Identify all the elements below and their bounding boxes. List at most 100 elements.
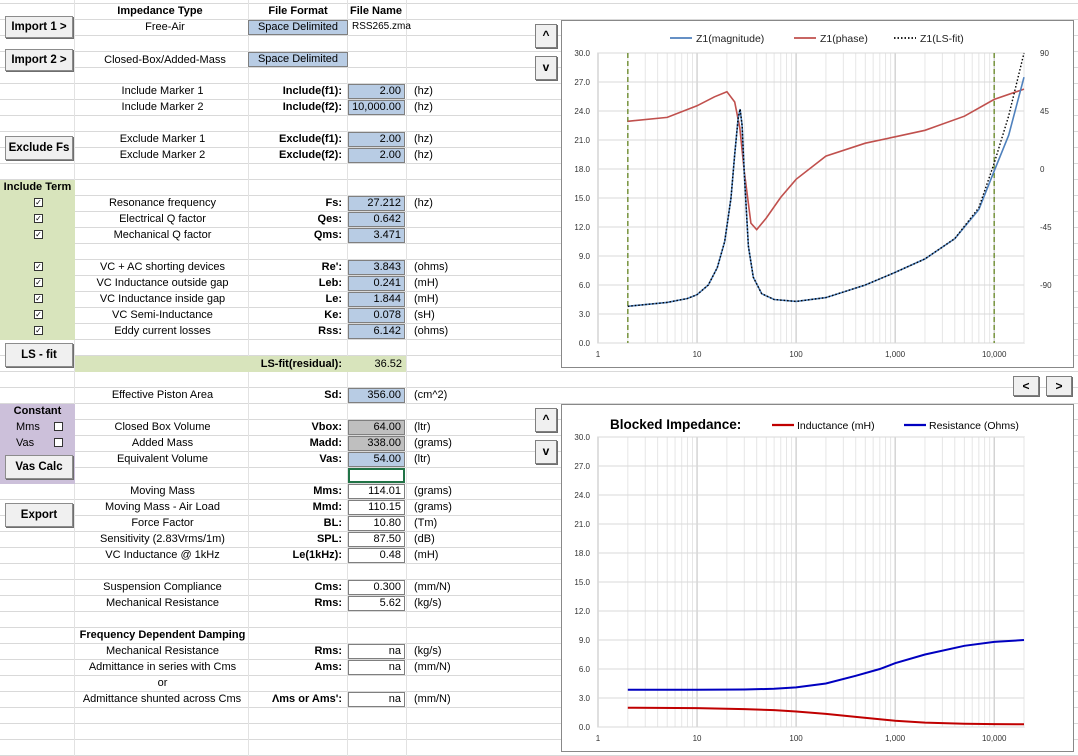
mmd-label: Moving Mass - Air Load [105, 501, 220, 513]
madd-field[interactable]: 338.00 [348, 436, 405, 451]
export-button[interactable]: Export [5, 503, 73, 527]
chart1-down-button[interactable]: v [535, 56, 557, 80]
fs-field[interactable]: 27.212 [348, 196, 405, 211]
y-tick-label: 18.0 [574, 165, 590, 174]
import-1-format[interactable]: Space Delimited [248, 20, 348, 35]
exclude-f1-field[interactable]: 2.00 [348, 132, 405, 147]
ke-field[interactable]: 0.078 [348, 308, 405, 323]
bl-label: Force Factor [131, 517, 194, 529]
prev-button[interactable]: < [1013, 376, 1039, 396]
y-tick-label: 3.0 [579, 310, 591, 319]
header-impedance-type: Impedance Type [117, 5, 203, 17]
leb-field[interactable]: 0.241 [348, 276, 405, 291]
rss-key: Rss: [318, 325, 342, 337]
impedance-chart-svg: 0.0 3.0 6.0 9.0 12.0 15.0 18.0 21.0 24.0 27.0 30.0… [574, 33, 1052, 359]
ls-fit-button[interactable]: LS - fit [5, 343, 73, 367]
le-field[interactable]: 1.844 [348, 292, 405, 307]
exclude-fs-button[interactable]: Exclude Fs [5, 136, 73, 160]
madd-unit: (grams) [414, 437, 452, 449]
vas-field[interactable]: 54.00 [348, 452, 405, 467]
re-field[interactable]: 3.843 [348, 260, 405, 275]
le1k-field[interactable]: 0.48 [348, 548, 405, 563]
rss-unit: (ohms) [414, 325, 449, 337]
import-2-format[interactable]: Space Delimited [248, 52, 348, 67]
le-checkbox[interactable]: ✓ [34, 294, 43, 303]
chart2-down-button[interactable]: v [535, 440, 557, 464]
fdd-ams-shunt-field[interactable]: na [348, 692, 405, 707]
fdd-ams-field[interactable]: na [348, 660, 405, 675]
le-label: VC Inductance inside gap [99, 293, 226, 305]
sd-field[interactable]: 356.00 [348, 388, 405, 403]
mms-constant-checkbox[interactable] [54, 422, 63, 431]
import-1-filename: RSS265.zma [352, 21, 411, 32]
fdd-ams-shunt-key: Λms or Ams': [271, 693, 342, 705]
blocked-impedance-chart[interactable]: 0.0 3.0 6.0 9.0 12.0 15.0 18.0 21.0 24.0 27.0 30.0… [561, 404, 1074, 752]
qes-checkbox[interactable]: ✓ [34, 214, 43, 223]
y-tick-label: 18.0 [574, 549, 590, 558]
rss-label: Eddy current losses [114, 325, 211, 337]
mms-constant-label: Mms [16, 421, 40, 433]
import-1-button[interactable]: Import 1 > [5, 16, 73, 38]
qms-field[interactable]: 3.471 [348, 228, 405, 243]
cms-field[interactable]: 0.300 [348, 580, 405, 595]
y-tick-label: 9.0 [579, 636, 591, 645]
legend-label: Resistance (Ohms) [929, 420, 1019, 432]
ke-checkbox[interactable]: ✓ [34, 310, 43, 319]
fs-checkbox[interactable]: ✓ [34, 198, 43, 207]
y-tick-label: 24.0 [574, 491, 590, 500]
fdd-rms-unit: (kg/s) [414, 645, 442, 657]
import-1-type: Free-Air [145, 21, 185, 33]
rms-key: Rms: [314, 597, 342, 609]
vas-key: Vas: [319, 453, 342, 465]
include-f2-field[interactable]: 10,000.00 [348, 100, 405, 115]
cms-label: Suspension Compliance [103, 581, 222, 593]
chart1-up-button[interactable]: ^ [535, 24, 557, 48]
ke-unit: (sH) [414, 309, 435, 321]
import-2-button[interactable]: Import 2 > [5, 49, 73, 71]
y-tick-label: 27.0 [574, 462, 590, 471]
ls-fit-residual-key: LS-fit(residual): [260, 358, 342, 370]
leb-checkbox[interactable]: ✓ [34, 278, 43, 287]
spl-field[interactable]: 87.50 [348, 532, 405, 547]
exclude-f2-field[interactable]: 2.00 [348, 148, 405, 163]
le-key: Le: [325, 293, 343, 305]
legend-label: Z1(phase) [820, 33, 868, 45]
ke-label: VC Semi-Inductance [112, 309, 213, 321]
rss-field[interactable]: 6.142 [348, 324, 405, 339]
rss-checkbox[interactable]: ✓ [34, 326, 43, 335]
y-tick-label: 21.0 [574, 136, 590, 145]
fdd-rms-field[interactable]: na [348, 644, 405, 659]
le1k-key: Le(1kHz): [292, 549, 342, 561]
column-divider [74, 0, 75, 756]
vas-calc-button[interactable]: Vas Calc [5, 455, 73, 479]
re-checkbox[interactable]: ✓ [34, 262, 43, 271]
fdd-ams-shunt-label: Admittance shunted across Cms [82, 693, 242, 705]
mmd-key: Mmd: [312, 501, 342, 513]
mmd-field[interactable]: 110.15 [348, 500, 405, 515]
vbox-field[interactable]: 64.00 [348, 420, 405, 435]
y-tick-label: 12.0 [574, 607, 590, 616]
vas-constant-checkbox[interactable] [54, 438, 63, 447]
legend-label: Inductance (mH) [797, 420, 875, 432]
qes-field[interactable]: 0.642 [348, 212, 405, 227]
y-tick-label: 27.0 [574, 78, 590, 87]
qms-label: Mechanical Q factor [113, 229, 212, 241]
fdd-ams-label: Admittance in series with Cms [88, 661, 237, 673]
vas-constant-label: Vas [16, 437, 35, 449]
bl-field[interactable]: 10.80 [348, 516, 405, 531]
x-tick-label: 1 [596, 350, 601, 359]
legend-label: Z1(LS-fit) [920, 33, 964, 45]
blocked-impedance-chart-svg: 0.0 3.0 6.0 9.0 12.0 15.0 18.0 21.0 24.0 27.0 30.0… [574, 417, 1025, 743]
include-f1-field[interactable]: 2.00 [348, 84, 405, 99]
column-divider [248, 0, 249, 756]
y2-tick-label: -90 [1040, 281, 1052, 290]
selected-cell[interactable] [348, 468, 405, 483]
chart2-up-button[interactable]: ^ [535, 408, 557, 432]
mms-field[interactable]: 114.01 [348, 484, 405, 499]
next-button[interactable]: > [1046, 376, 1072, 396]
impedance-chart[interactable]: 0.0 3.0 6.0 9.0 12.0 15.0 18.0 21.0 24.0 27.0 30.0… [561, 20, 1074, 368]
rms-field[interactable]: 5.62 [348, 596, 405, 611]
fs-label: Resonance frequency [108, 197, 216, 209]
qms-checkbox[interactable]: ✓ [34, 230, 43, 239]
inductance-series-line [627, 706, 1025, 726]
